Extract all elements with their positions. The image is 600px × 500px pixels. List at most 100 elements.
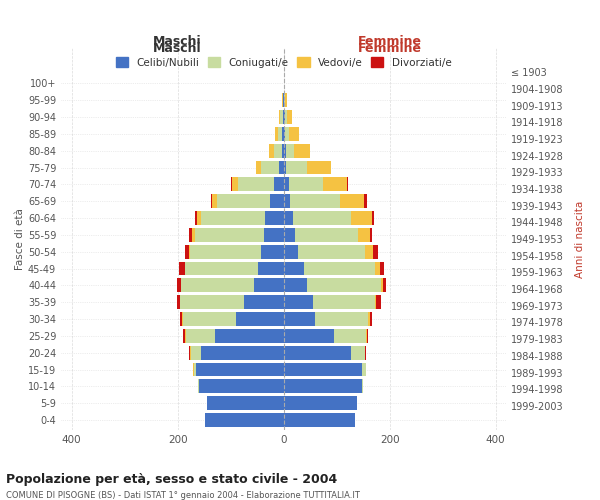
Bar	[190, 245, 262, 258]
Bar	[280, 160, 284, 174]
Bar	[290, 194, 340, 208]
Bar	[199, 380, 284, 394]
Bar	[352, 211, 371, 225]
Bar	[263, 228, 284, 242]
Bar	[230, 178, 232, 192]
Bar	[244, 296, 284, 309]
Bar	[265, 211, 284, 225]
Bar	[211, 194, 212, 208]
Text: Maschi: Maschi	[154, 42, 202, 54]
Bar	[238, 178, 274, 192]
Bar	[254, 278, 284, 292]
Bar	[323, 178, 347, 192]
Text: Femmine: Femmine	[358, 35, 422, 48]
Bar	[205, 413, 284, 427]
Bar	[365, 245, 373, 258]
Bar	[285, 127, 289, 141]
Bar	[212, 194, 217, 208]
Bar	[373, 245, 378, 258]
Y-axis label: Anni di nascita: Anni di nascita	[575, 200, 585, 278]
Bar	[340, 194, 364, 208]
Text: COMUNE DI PISOGNE (BS) - Dati ISTAT 1° gennaio 2004 - Elaborazione TUTTITALIA.IT: COMUNE DI PISOGNE (BS) - Dati ISTAT 1° g…	[6, 491, 360, 500]
Bar	[284, 380, 362, 394]
Bar	[285, 94, 287, 107]
Bar	[376, 296, 380, 309]
Bar	[194, 362, 196, 376]
Bar	[284, 262, 304, 276]
Bar	[284, 312, 316, 326]
Bar	[284, 413, 355, 427]
Bar	[191, 346, 202, 360]
Bar	[189, 245, 190, 258]
Bar	[284, 160, 286, 174]
Bar	[275, 127, 278, 141]
Bar	[185, 262, 258, 276]
Bar	[304, 262, 376, 276]
Bar	[367, 329, 368, 343]
Bar	[183, 312, 236, 326]
Bar	[281, 144, 284, 158]
Legend: Celibi/Nubili, Coniugati/e, Vedovi/e, Divorziati/e: Celibi/Nubili, Coniugati/e, Vedovi/e, Di…	[112, 53, 455, 72]
Bar	[307, 278, 380, 292]
Bar	[380, 278, 383, 292]
Text: Femmine: Femmine	[358, 42, 422, 54]
Bar	[380, 262, 384, 276]
Bar	[202, 346, 284, 360]
Bar	[269, 144, 274, 158]
Bar	[279, 110, 280, 124]
Bar	[202, 211, 265, 225]
Bar	[215, 329, 284, 343]
Bar	[362, 380, 363, 394]
Bar	[284, 228, 295, 242]
Bar	[347, 178, 349, 192]
Bar	[284, 278, 307, 292]
Bar	[284, 110, 285, 124]
Bar	[362, 362, 367, 376]
Bar	[232, 178, 238, 192]
Bar	[294, 144, 310, 158]
Bar	[176, 278, 181, 292]
Bar	[280, 110, 283, 124]
Bar	[194, 228, 263, 242]
Bar	[189, 228, 192, 242]
Bar	[284, 178, 289, 192]
Bar	[207, 396, 284, 410]
Bar	[376, 262, 380, 276]
Bar	[307, 160, 331, 174]
Bar	[316, 312, 368, 326]
Bar	[177, 296, 180, 309]
Bar	[284, 245, 298, 258]
Bar	[284, 296, 313, 309]
Bar	[180, 312, 182, 326]
Bar	[262, 245, 284, 258]
Bar	[284, 94, 285, 107]
Bar	[298, 245, 365, 258]
Bar	[293, 211, 352, 225]
Bar	[284, 346, 352, 360]
Bar	[256, 160, 261, 174]
Bar	[352, 346, 365, 360]
Bar	[334, 329, 366, 343]
Bar	[185, 245, 189, 258]
Text: Popolazione per età, sesso e stato civile - 2004: Popolazione per età, sesso e stato civil…	[6, 472, 337, 486]
Bar	[197, 211, 202, 225]
Bar	[194, 211, 197, 225]
Bar	[192, 228, 194, 242]
Bar	[185, 329, 215, 343]
Bar	[261, 160, 280, 174]
Bar	[284, 211, 293, 225]
Bar	[284, 144, 286, 158]
Bar	[217, 194, 271, 208]
Bar	[368, 312, 370, 326]
Bar	[286, 160, 307, 174]
Bar	[282, 127, 284, 141]
Bar	[313, 296, 376, 309]
Bar	[258, 262, 284, 276]
Bar	[285, 110, 287, 124]
Bar	[287, 110, 292, 124]
Bar	[383, 278, 386, 292]
Bar	[179, 262, 185, 276]
Bar	[198, 380, 199, 394]
Bar	[284, 362, 362, 376]
Bar	[370, 312, 372, 326]
